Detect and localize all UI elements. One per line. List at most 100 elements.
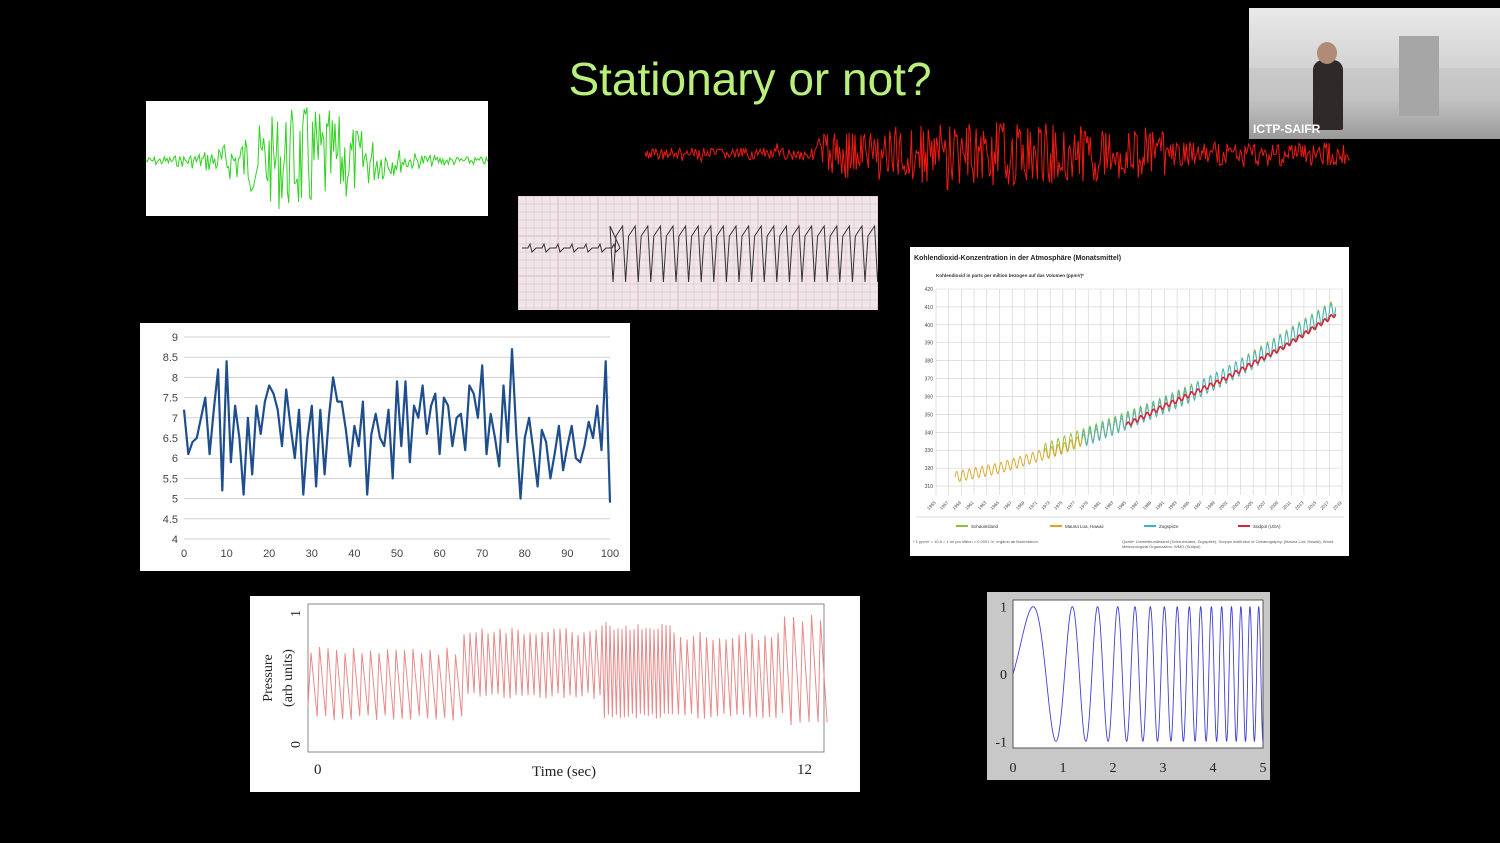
y-tick-label: 9 <box>172 332 178 344</box>
y-tick-label: 6.5 <box>163 433 178 445</box>
chirp-x-tick-label: 3 <box>1160 761 1167 776</box>
co2-x-tick-label: 1955 <box>926 500 937 511</box>
x-tick-label: 30 <box>306 548 318 560</box>
co2-x-tick-label: 1971 <box>1028 500 1039 511</box>
co2-x-tick-label: 1991 <box>1154 500 1165 511</box>
y-tick-label: 5.5 <box>163 473 178 485</box>
co2-y-tick-label: 390 <box>925 341 934 347</box>
chirp-x-tick-label: 0 <box>1010 761 1017 776</box>
seismogram-path <box>146 107 488 209</box>
co2-x-tick-label: 2001 <box>1218 500 1229 511</box>
ecg-trace <box>518 196 878 310</box>
co2-legend-label: Mauna Loa, Hawaii <box>1065 524 1104 529</box>
x-tick-label: 90 <box>561 548 573 560</box>
co2-x-tick-label: 2003 <box>1231 500 1242 511</box>
chirp-y-tick-label: 1 <box>1000 601 1007 616</box>
co2-series-line <box>1125 313 1337 426</box>
co2-x-tick-label: 1961 <box>964 500 975 511</box>
pressure-x-tick-label: 12 <box>797 762 812 778</box>
co2-y-tick-label: 420 <box>925 287 934 293</box>
co2-x-tick-label: 1983 <box>1104 500 1115 511</box>
chirp-x-tick-label: 5 <box>1260 761 1267 776</box>
x-tick-label: 70 <box>476 548 488 560</box>
co2-x-tick-label: 2011 <box>1282 500 1293 511</box>
co2-y-tick-label: 370 <box>925 377 934 383</box>
series-line <box>182 348 612 503</box>
ecg-trace-path <box>522 224 878 283</box>
co2-x-tick-label: 1973 <box>1040 500 1051 511</box>
chirp-plot-area <box>1012 599 1264 749</box>
x-tick-label: 0 <box>181 548 187 560</box>
pressure-y-axis-label: Pressure <box>261 654 276 701</box>
co2-chart-panel: Kohlendioxid-Konzentration in der Atmosp… <box>910 247 1349 556</box>
chirp-x-tick-label: 4 <box>1210 761 1217 776</box>
y-tick-label: 7 <box>172 413 178 425</box>
co2-x-tick-label: 2007 <box>1256 500 1267 511</box>
chirp-series-line <box>1012 605 1264 743</box>
webcam-feed: ICTP-SAIFR <box>1249 8 1500 139</box>
co2-y-tick-label: 350 <box>925 412 934 418</box>
x-tick-label: 50 <box>391 548 403 560</box>
co2-legend-label: Schauinsland <box>971 524 999 529</box>
co2-legend-label: Zugspitze <box>1159 524 1179 529</box>
y-tick-label: 7.5 <box>163 393 178 405</box>
co2-x-tick-label: 2019 <box>1332 500 1343 511</box>
webcam-person <box>1313 60 1343 130</box>
co2-x-tick-label: 1965 <box>990 500 1001 511</box>
ecg-panel <box>518 196 878 310</box>
pressure-y-axis-label: (arb units) <box>281 649 296 707</box>
co2-x-tick-label: 1987 <box>1129 500 1140 511</box>
pressure-y-tick-label: 0 <box>289 741 304 748</box>
chirp-chart-panel: 0 1 2 3 4 5 -1 0 1 <box>987 592 1270 780</box>
x-tick-label: 80 <box>519 548 531 560</box>
co2-x-tick-label: 1989 <box>1142 500 1153 511</box>
y-tick-label: 5 <box>172 494 178 506</box>
co2-y-tick-label: 400 <box>925 323 934 329</box>
co2-x-tick-label: 1963 <box>977 500 988 511</box>
pressure-x-tick-label: 0 <box>314 762 322 778</box>
co2-x-tick-label: 1985 <box>1116 500 1127 511</box>
co2-x-tick-label: 1997 <box>1193 500 1204 511</box>
y-tick-label: 4.5 <box>163 514 178 526</box>
co2-chart-subtitle: Kohlendioxid in parts per million bezoge… <box>936 273 1084 278</box>
line-chart-panel: 4 4.5 5 5.5 6 6.5 7 7.5 8 8.5 9 0 10 20 30 40 50 60 70 80 90… <box>140 323 630 571</box>
chirp-x-tick-label: 1 <box>1060 761 1067 776</box>
webcam-label: ICTP-SAIFR <box>1253 122 1321 136</box>
y-tick-label: 8 <box>172 372 178 384</box>
seismogram-waveform <box>146 107 488 209</box>
co2-footnote: * 1 ppmV = 10-6 = 1 ml pro Millon = 0,00… <box>913 539 1038 544</box>
co2-x-tick-label: 1969 <box>1015 500 1026 511</box>
pressure-chart-panel: 0 12 Time (sec) 0 1 Pressure (arb units) <box>250 596 860 792</box>
pressure-y-tick-label: 1 <box>289 610 304 617</box>
co2-x-tick-label: 1993 <box>1167 500 1178 511</box>
co2-x-tick-label: 2015 <box>1307 500 1318 511</box>
chirp-y-tick-label: -1 <box>995 735 1007 750</box>
co2-legend-label: Südpol (USA) <box>1253 524 1281 529</box>
slide-title: Stationary or not? <box>568 53 932 105</box>
x-tick-label: 60 <box>433 548 445 560</box>
pressure-x-axis-label: Time (sec) <box>532 764 596 780</box>
co2-y-tick-label: 310 <box>925 484 934 490</box>
webcam-person-head <box>1317 42 1337 64</box>
co2-chart: 310 320 330 340 350 360 370 380 390 400 410 420 1955… <box>916 287 1344 529</box>
co2-x-tick-label: 1967 <box>1002 500 1013 511</box>
red-waveform-path <box>645 122 1350 190</box>
webcam-door <box>1399 36 1439 116</box>
pressure-chart: 0 12 Time (sec) 0 1 Pressure (arb units) <box>261 603 828 780</box>
y-tick-label: 6 <box>172 453 178 465</box>
x-tick-label: 40 <box>348 548 360 560</box>
co2-x-tick-label: 2017 <box>1319 500 1330 511</box>
co2-x-tick-label: 1999 <box>1205 500 1216 511</box>
co2-x-tick-label: 1979 <box>1078 500 1089 511</box>
co2-x-tick-label: 2005 <box>1243 500 1254 511</box>
webcam-wall-shadow <box>1249 8 1500 68</box>
co2-x-tick-label: 2009 <box>1269 500 1280 511</box>
co2-x-tick-label: 1959 <box>951 500 962 511</box>
co2-x-tick-label: 1975 <box>1053 500 1064 511</box>
pressure-plot-frame <box>307 603 825 753</box>
co2-x-tick-label: 1981 <box>1091 500 1102 511</box>
chirp-x-tick-label: 2 <box>1110 761 1117 776</box>
co2-y-tick-label: 360 <box>925 394 934 400</box>
x-tick-label: 20 <box>263 548 275 560</box>
co2-y-tick-label: 320 <box>925 466 934 472</box>
